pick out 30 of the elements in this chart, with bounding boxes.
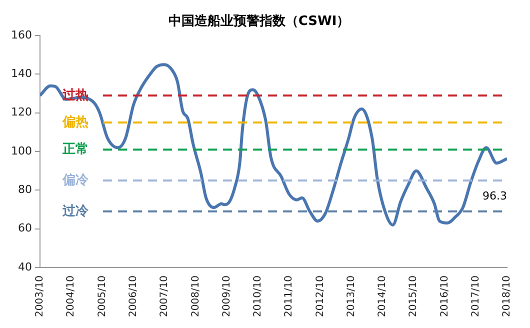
- line-series: [40, 63, 507, 226]
- x-tick-label: 2017/10: [470, 275, 482, 318]
- ref-line-label: 偏冷: [62, 172, 90, 188]
- ref-line-label: 过冷: [62, 204, 90, 219]
- x-tick-label: 2016/10: [439, 275, 450, 318]
- y-tick-label: 80: [18, 183, 32, 196]
- y-tick-label: 140: [10, 67, 32, 80]
- x-tick-label: 2018/10: [502, 275, 513, 318]
- x-tick-label: 2010/10: [252, 275, 264, 318]
- x-tick-label: 2007/10: [159, 275, 170, 318]
- x-tick-label: 2005/10: [96, 275, 108, 318]
- x-tick-label: 2013/10: [346, 275, 357, 318]
- chart-title: 中国造船业预警指数（CSWI）: [168, 14, 350, 30]
- ref-line-label: 正常: [62, 142, 89, 157]
- x-tick-label: 2014/10: [377, 275, 388, 318]
- x-tick-label: 2009/10: [221, 275, 232, 318]
- x-tick-label: 2004/10: [66, 275, 77, 318]
- x-tick-label: 2006/10: [128, 275, 139, 318]
- x-tick-label: 2012/10: [314, 275, 326, 318]
- ref-line-label: 偏热: [62, 114, 89, 130]
- x-tick-label: 2015/10: [408, 275, 420, 318]
- annotation: 96.3: [482, 190, 507, 203]
- y-tick-label: 40: [18, 260, 32, 274]
- y-tick-label: 120: [10, 106, 32, 119]
- x-tick-label: 2003/10: [34, 275, 46, 318]
- y-tick-label: 160: [10, 28, 32, 42]
- x-tick-label: 2008/10: [190, 275, 202, 318]
- x-tick-label: 2011/10: [284, 275, 295, 318]
- y-tick-label: 100: [10, 144, 32, 158]
- y-tick-label: 60: [18, 222, 32, 235]
